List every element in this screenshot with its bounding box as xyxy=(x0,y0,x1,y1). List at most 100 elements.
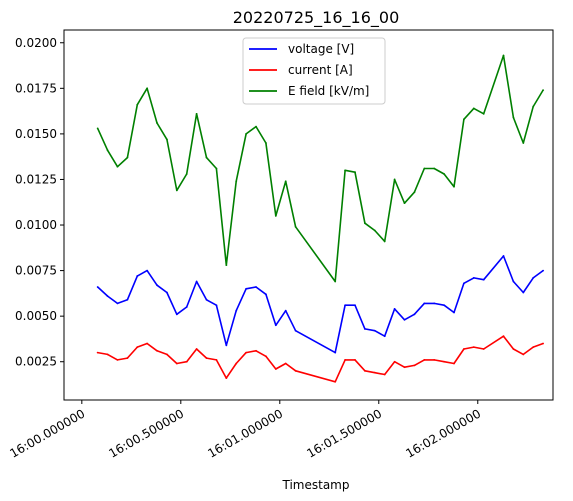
data-point xyxy=(403,366,406,369)
data-point xyxy=(354,171,356,174)
data-point xyxy=(502,335,505,338)
data-point xyxy=(274,368,277,370)
data-point xyxy=(284,180,287,183)
data-point xyxy=(294,369,297,372)
data-point xyxy=(255,125,257,128)
data-point xyxy=(393,360,396,363)
data-point xyxy=(433,359,436,361)
y-tick-label: 0.0100 xyxy=(15,218,57,232)
data-point xyxy=(225,377,228,380)
data-point xyxy=(383,240,386,243)
legend: voltage [V] current [A] E field [kV/m] xyxy=(242,37,386,105)
data-point xyxy=(205,298,208,301)
data-point xyxy=(463,348,465,350)
data-point xyxy=(116,359,119,361)
data-point xyxy=(512,116,515,119)
data-point xyxy=(156,349,158,352)
series-line-1 xyxy=(97,335,544,383)
y-tick-label: 0.0050 xyxy=(15,309,57,323)
data-point xyxy=(334,280,337,283)
data-point xyxy=(413,313,416,316)
data-point xyxy=(463,282,465,285)
plot-area xyxy=(63,29,554,401)
data-point xyxy=(175,362,178,365)
data-point xyxy=(166,291,168,294)
data-point xyxy=(136,346,139,349)
data-point xyxy=(373,371,376,374)
data-point xyxy=(453,311,455,314)
data-point xyxy=(502,255,505,257)
axes-frame xyxy=(63,29,554,401)
data-point xyxy=(185,360,188,363)
data-point xyxy=(393,178,396,181)
legend-label: voltage [V] xyxy=(288,42,354,56)
data-point xyxy=(423,359,426,361)
data-point xyxy=(185,173,188,175)
data-point xyxy=(106,353,109,356)
data-point xyxy=(156,122,158,124)
data-point xyxy=(265,355,267,358)
data-point xyxy=(443,360,446,363)
data-point xyxy=(373,329,376,332)
data-point xyxy=(482,348,485,350)
data-point xyxy=(146,342,149,345)
data-point xyxy=(255,286,257,288)
data-point xyxy=(532,276,535,279)
data-point xyxy=(383,335,386,338)
data-point xyxy=(522,142,525,144)
y-tick-label: 0.0125 xyxy=(15,172,57,186)
data-point xyxy=(235,362,238,365)
data-point xyxy=(96,351,99,354)
data-point xyxy=(482,112,485,115)
data-point xyxy=(403,202,406,205)
data-point xyxy=(205,156,208,159)
y-axis: 0.0025 0.0050 0.0075 0.0100 0.0125 0.0150 0.01… xyxy=(15,36,64,369)
data-point xyxy=(334,380,337,383)
data-point xyxy=(146,269,149,272)
data-point xyxy=(344,304,347,307)
data-point xyxy=(344,169,347,172)
data-point xyxy=(522,291,525,294)
data-point xyxy=(284,362,287,365)
data-point xyxy=(136,275,139,277)
data-point xyxy=(512,280,515,283)
data-point xyxy=(482,278,485,281)
data-point xyxy=(294,225,297,228)
data-point xyxy=(463,118,465,121)
data-point xyxy=(354,359,356,361)
data-point xyxy=(265,293,267,296)
data-point xyxy=(522,353,525,356)
legend-label: E field [kV/m] xyxy=(288,84,369,98)
data-point xyxy=(175,189,178,192)
data-point xyxy=(106,149,109,152)
data-point xyxy=(542,89,545,92)
data-point xyxy=(413,191,416,194)
data-point xyxy=(443,304,446,307)
data-point xyxy=(383,373,386,376)
data-point xyxy=(156,284,158,287)
data-point xyxy=(235,180,238,183)
data-point xyxy=(116,302,119,305)
y-tick-label: 0.0175 xyxy=(15,81,57,95)
data-point xyxy=(225,344,228,347)
data-point xyxy=(354,304,356,307)
y-tick-label: 0.0150 xyxy=(15,127,57,141)
data-point xyxy=(274,324,277,327)
data-point xyxy=(532,346,535,349)
data-point xyxy=(542,269,545,272)
data-point xyxy=(472,107,475,110)
data-point xyxy=(195,348,198,350)
x-axis-label: Timestamp xyxy=(282,478,350,492)
data-point xyxy=(166,138,168,141)
y-tick-label: 0.0025 xyxy=(15,355,57,369)
data-point xyxy=(106,295,109,298)
data-point xyxy=(472,346,475,349)
data-point xyxy=(364,328,366,330)
data-point xyxy=(443,173,446,175)
data-point xyxy=(344,359,347,361)
data-point xyxy=(472,276,475,279)
data-point xyxy=(413,364,416,367)
data-point xyxy=(393,307,396,310)
data-point xyxy=(215,359,218,361)
